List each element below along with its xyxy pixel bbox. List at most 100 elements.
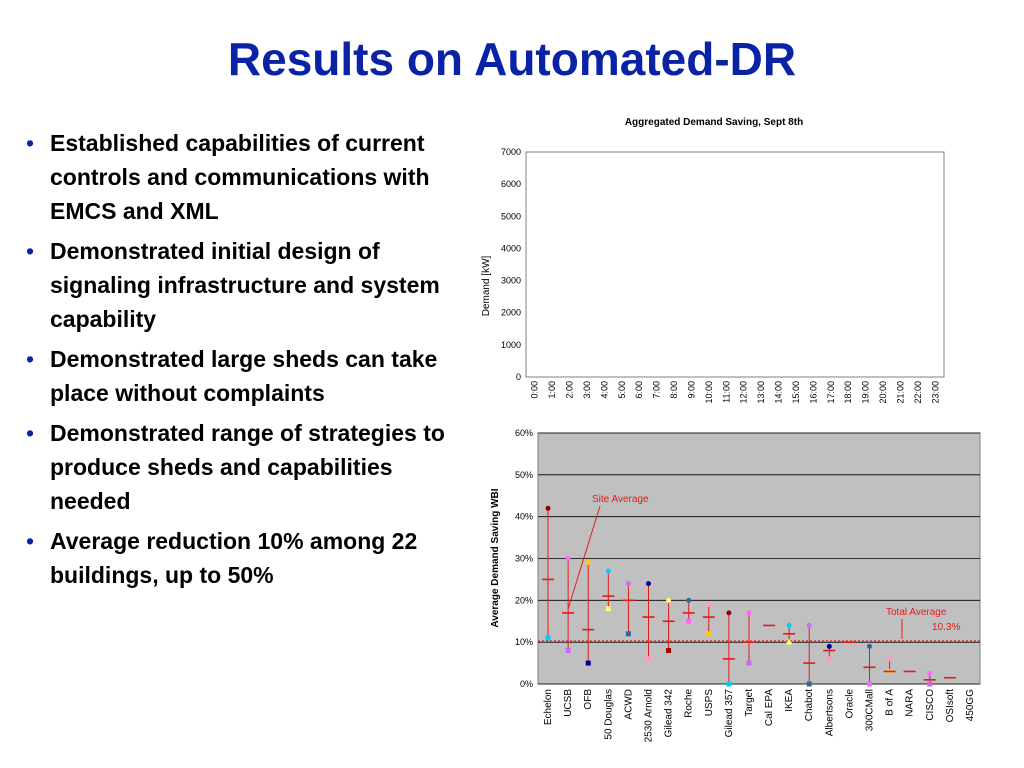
data-point-low — [686, 618, 692, 624]
data-point-high — [806, 622, 812, 628]
x-category-label: Echelon — [543, 689, 554, 725]
x-tick-label: 20:00 — [878, 381, 888, 404]
y-tick-label: 30% — [515, 554, 533, 564]
y-tick-label: 40% — [515, 512, 533, 522]
x-tick-label: 9:00 — [686, 381, 696, 399]
y-tick-label: 50% — [515, 470, 533, 480]
x-category-label: 2530 Arnold — [644, 689, 655, 742]
bullet-list: • Established capabilities of current con… — [22, 126, 474, 598]
x-tick-label: 18:00 — [843, 381, 853, 404]
data-point-low — [786, 639, 792, 645]
x-tick-label: 10:00 — [704, 381, 714, 404]
data-point-low — [806, 681, 812, 687]
x-category-label: Chabot — [804, 689, 815, 721]
x-tick-label: 17:00 — [826, 381, 836, 404]
data-point-low — [927, 681, 933, 687]
site-saving-scatter-chart: Average Demand Saving WBI 0% 10% 20% 30% 40%… — [490, 428, 981, 742]
x-category-label: Oracle — [844, 689, 855, 719]
data-point-high — [826, 643, 832, 649]
y-tick-label: 1000 — [501, 340, 521, 350]
total-average-label: Total Average — [886, 607, 947, 618]
x-category-label: Gilead 357 — [724, 689, 735, 738]
bullet-item: • Demonstrated range of strategies to pro… — [22, 416, 474, 518]
y-tick-label: 2000 — [501, 308, 521, 318]
x-tick-label: 23:00 — [930, 381, 940, 404]
total-average-value-label: 10.3% — [932, 622, 960, 633]
x-category-label: USPS — [704, 689, 715, 717]
x-tick-label: 2:00 — [565, 381, 575, 399]
x-category-label: Albertsons — [824, 689, 835, 736]
site-average-label: Site Average — [592, 494, 649, 505]
data-point-low — [826, 656, 832, 662]
bullet-dot-icon: • — [26, 238, 35, 264]
data-point-low — [706, 631, 712, 637]
x-tick-label: 1:00 — [547, 381, 557, 399]
x-tick-label: 14:00 — [774, 381, 784, 404]
data-point-low — [726, 681, 732, 687]
x-category-label: 50 Douglas — [603, 689, 614, 740]
x-category-label: Target — [744, 689, 755, 717]
x-category-label: OSIsoft — [945, 689, 956, 723]
data-point-low — [545, 635, 551, 641]
data-point-high — [706, 602, 712, 608]
data-point-high — [666, 597, 672, 603]
x-tick-label: 3:00 — [582, 381, 592, 399]
data-point-high — [867, 643, 872, 649]
y-tick-label: 5000 — [501, 211, 521, 221]
y-axis-label: Average Demand Saving WBI — [490, 488, 501, 627]
y-tick-label: 0 — [516, 372, 521, 382]
x-category-label: NARA — [905, 689, 916, 717]
x-category-label: UCSB — [563, 689, 574, 717]
bullet-dot-icon: • — [26, 420, 35, 446]
chart-title: Aggregated Demand Saving, Sept 8th — [625, 117, 803, 128]
x-tick-label: 6:00 — [634, 381, 644, 399]
data-point-high — [686, 597, 692, 603]
data-point-low — [666, 648, 672, 654]
data-point-high — [646, 581, 651, 587]
data-point-low — [867, 681, 872, 687]
y-tick-label: 6000 — [501, 179, 521, 189]
data-point-high — [585, 560, 591, 566]
x-category-label: Gilead 342 — [664, 689, 675, 738]
x-tick-label: 11:00 — [721, 381, 731, 403]
x-tick-label: 5:00 — [617, 381, 627, 399]
y-tick-label: 20% — [515, 595, 533, 605]
x-category-label: ACWD — [623, 689, 634, 720]
data-point-high — [746, 610, 752, 616]
x-category-label: Cal EPA — [764, 689, 775, 726]
x-category-label: OFB — [583, 689, 594, 710]
x-tick-label: 13:00 — [756, 381, 766, 404]
x-category-label: 450GG — [965, 689, 976, 721]
x-tick-label: 8:00 — [669, 381, 679, 399]
y-tick-label: 3000 — [501, 276, 521, 286]
x-category-label: B of A — [885, 689, 896, 716]
x-tick-label: 15:00 — [791, 381, 801, 404]
bullet-item: • Average reduction 10% among 22 building… — [22, 524, 474, 592]
y-tick-label: 4000 — [501, 243, 521, 253]
x-tick-label: 21:00 — [895, 381, 905, 404]
bullet-dot-icon: • — [26, 528, 35, 554]
data-point-high — [625, 581, 631, 587]
x-tick-label: 12:00 — [739, 381, 749, 404]
x-tick-label: 4:00 — [599, 381, 609, 399]
x-tick-label: 16:00 — [808, 381, 818, 404]
bullet-item: • Established capabilities of current con… — [22, 126, 474, 228]
data-point-high — [565, 556, 571, 561]
y-tick-label: 7000 — [501, 147, 521, 157]
x-tick-label: 22:00 — [913, 381, 923, 404]
y-axis-label: Demand [kW] — [481, 255, 492, 316]
x-tick-label: 7:00 — [652, 381, 662, 399]
data-point-high — [887, 656, 893, 662]
y-tick-label: 0% — [520, 679, 533, 689]
bullet-dot-icon: • — [26, 130, 35, 156]
y-tick-label: 10% — [515, 637, 533, 647]
slide-title: Results on Automated-DR — [227, 33, 797, 85]
plot-area — [525, 151, 945, 378]
data-point-low — [625, 631, 631, 637]
site-average-pointer — [567, 505, 601, 610]
data-point-high — [726, 610, 732, 616]
data-point-high — [786, 622, 792, 628]
x-category-label: 300CMall — [865, 689, 876, 731]
x-tick-label: 0:00 — [530, 381, 540, 399]
bullet-item: • Demonstrated initial design of signalin… — [22, 234, 474, 336]
